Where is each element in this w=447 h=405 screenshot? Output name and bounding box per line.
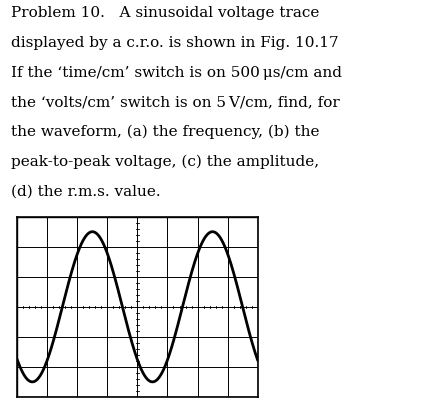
Text: the ‘volts/cm’ switch is on 5 V/cm, find, for: the ‘volts/cm’ switch is on 5 V/cm, find…	[11, 95, 340, 109]
Text: displayed by a c.r.o. is shown in Fig. 10.17: displayed by a c.r.o. is shown in Fig. 1…	[11, 36, 339, 50]
Text: Problem 10.   A sinusoidal voltage trace: Problem 10. A sinusoidal voltage trace	[11, 6, 320, 20]
Text: If the ‘time/cm’ switch is on 500 μs/cm and: If the ‘time/cm’ switch is on 500 μs/cm …	[11, 66, 342, 80]
Text: (d) the r.m.s. value.: (d) the r.m.s. value.	[11, 184, 161, 198]
Text: the waveform, (a) the frequency, (b) the: the waveform, (a) the frequency, (b) the	[11, 125, 320, 139]
Text: peak-to-peak voltage, (c) the amplitude,: peak-to-peak voltage, (c) the amplitude,	[11, 155, 319, 169]
